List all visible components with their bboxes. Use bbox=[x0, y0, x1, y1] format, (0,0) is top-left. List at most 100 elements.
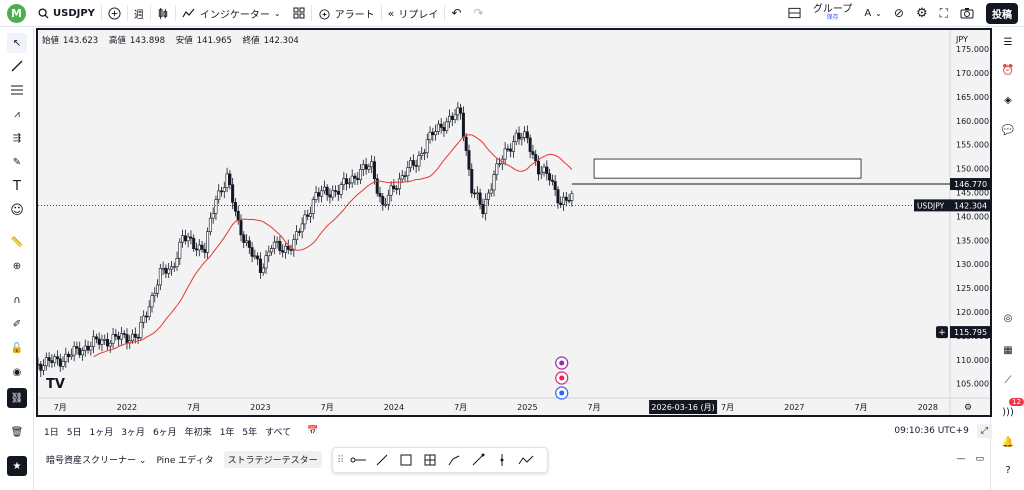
minimize-panel-icon[interactable]: — bbox=[956, 454, 966, 464]
target-button[interactable]: ◎ bbox=[998, 308, 1018, 328]
pine-button[interactable]: ⟋ bbox=[998, 370, 1018, 390]
candle-body bbox=[347, 182, 351, 185]
tab-pine-editor[interactable]: Pine エディタ bbox=[156, 455, 214, 466]
pattern-tool[interactable]: ⩘ bbox=[7, 104, 27, 124]
tab-crypto-screener[interactable]: 暗号資産スクリーナー ⌄ bbox=[46, 453, 146, 466]
text-tool[interactable]: T bbox=[7, 176, 27, 196]
drag-handle-icon[interactable]: ⠿ bbox=[337, 454, 345, 466]
zoom-tool[interactable]: ⊕ bbox=[7, 256, 27, 276]
layout-select-button[interactable] bbox=[782, 0, 807, 27]
alerts-button[interactable]: ⏰ bbox=[998, 60, 1018, 80]
snapshot-button[interactable] bbox=[954, 0, 980, 27]
favorites-tool[interactable]: ★ bbox=[7, 456, 27, 476]
candle-body bbox=[108, 342, 112, 347]
layers-button[interactable]: ◈ bbox=[998, 90, 1018, 110]
bottom-panel-tabs: 暗号資産スクリーナー ⌄ Pine エディタ ストラテジーテスター — ▭ bbox=[36, 446, 992, 472]
link-tool[interactable]: ⛓ bbox=[7, 388, 27, 408]
quick-search-button[interactable]: ⊘ bbox=[888, 0, 910, 27]
help-button[interactable]: ? bbox=[998, 460, 1018, 480]
candle-body bbox=[189, 236, 193, 239]
fib-tool[interactable] bbox=[7, 80, 27, 100]
brush-tool[interactable]: ✎ bbox=[7, 152, 27, 172]
candle-body bbox=[356, 177, 360, 181]
range-ytd[interactable]: 年初来 bbox=[184, 427, 212, 438]
fib-icon bbox=[11, 85, 23, 95]
indicators-button[interactable]: インジケーター ⌄ bbox=[176, 0, 287, 27]
range-3m[interactable]: 3ヶ月 bbox=[121, 427, 145, 438]
range-6m[interactable]: 6ヶ月 bbox=[152, 427, 177, 438]
fullscreen-button[interactable]: ⛶ bbox=[934, 0, 954, 27]
polyline-icon[interactable] bbox=[516, 450, 536, 470]
clock[interactable]: 09:10:36 UTC+9 bbox=[894, 426, 969, 436]
group-menu-button[interactable]: A ⌄ bbox=[858, 0, 888, 27]
rectangle-icon[interactable] bbox=[396, 450, 416, 470]
user-avatar[interactable]: M bbox=[7, 3, 26, 23]
price-tick-label: 130.000 bbox=[956, 260, 989, 269]
interval-button[interactable]: 週 bbox=[128, 0, 150, 27]
price-tick-label: 155.000 bbox=[956, 141, 989, 150]
publish-button[interactable]: 投稿 bbox=[986, 2, 1018, 24]
vertical-line-icon[interactable] bbox=[492, 450, 512, 470]
candle-body bbox=[245, 240, 249, 243]
layouts-button[interactable] bbox=[287, 0, 311, 27]
candle-body bbox=[311, 199, 315, 214]
grid-icon bbox=[293, 7, 305, 19]
trendline-tool[interactable] bbox=[7, 56, 27, 76]
chart-type-button[interactable] bbox=[151, 0, 175, 27]
moving-average-line bbox=[93, 134, 573, 358]
lock-tool[interactable]: 🔓 bbox=[7, 338, 27, 358]
candle-body bbox=[256, 255, 260, 260]
chat-button[interactable]: 💬 bbox=[998, 120, 1018, 140]
candle-body bbox=[111, 334, 115, 344]
group-save-button[interactable]: グループ 保存 bbox=[807, 0, 858, 27]
symbol-search[interactable]: USDJPY bbox=[32, 0, 101, 27]
remove-tool[interactable]: 🗑 bbox=[7, 422, 27, 442]
range-1y[interactable]: 1年 bbox=[219, 427, 235, 438]
candle-body bbox=[317, 192, 321, 197]
range-1d[interactable]: 1日 bbox=[44, 427, 59, 438]
undo-button[interactable]: ↶ bbox=[445, 0, 467, 27]
range-5d[interactable]: 5日 bbox=[66, 427, 82, 438]
trend-line-icon[interactable] bbox=[372, 450, 392, 470]
horizontal-ray-icon[interactable] bbox=[348, 450, 368, 470]
range-1m[interactable]: 1ヶ月 bbox=[89, 427, 114, 438]
emoji-tool[interactable]: ☺ bbox=[7, 200, 27, 220]
goto-date-icon[interactable]: 📅 bbox=[307, 426, 319, 436]
chart-pane[interactable]: 始値 143.623 高値 143.898 安値 141.965 終値 142.304 … bbox=[36, 28, 992, 417]
candle-body bbox=[183, 235, 187, 242]
candle-body bbox=[364, 164, 368, 170]
path-icon[interactable] bbox=[444, 450, 464, 470]
expand-icon[interactable]: ⤢ bbox=[976, 424, 992, 438]
candle-body bbox=[361, 164, 365, 170]
stream-button[interactable]: ))) 12 bbox=[998, 398, 1024, 422]
alert-button[interactable]: アラート bbox=[312, 0, 381, 27]
redo-button[interactable]: ↷ bbox=[467, 0, 489, 27]
calendar-button[interactable]: ▦ bbox=[998, 340, 1018, 360]
candle-body bbox=[253, 255, 257, 258]
cross-box-icon[interactable] bbox=[420, 450, 440, 470]
price-chart[interactable]: 175.000 170.000 165.000 160.000 155.000 150.0… bbox=[38, 30, 990, 415]
compare-button[interactable] bbox=[102, 0, 127, 27]
prediction-tool[interactable]: ⇶ bbox=[7, 128, 27, 148]
candle-body bbox=[169, 266, 173, 270]
maximize-panel-icon[interactable]: ▭ bbox=[975, 454, 984, 464]
settings-button[interactable]: ⚙ bbox=[910, 0, 934, 27]
tab-strategy-tester[interactable]: ストラテジーテスター bbox=[223, 450, 322, 468]
watchlist-button[interactable]: ☰ bbox=[998, 32, 1018, 52]
replay-button[interactable]: « リプレイ bbox=[382, 0, 445, 27]
price-tick-label: 165.000 bbox=[956, 93, 989, 102]
range-all[interactable]: すべて bbox=[265, 427, 292, 438]
range-5y[interactable]: 5年 bbox=[242, 427, 258, 438]
hide-tool[interactable]: ◉ bbox=[7, 362, 27, 382]
candle-body bbox=[406, 167, 410, 177]
candle-body bbox=[545, 166, 549, 174]
candle-body bbox=[534, 154, 538, 162]
a-icon: A bbox=[864, 7, 872, 19]
cursor-tool[interactable]: ↖ bbox=[7, 33, 27, 53]
arrow-line-icon[interactable] bbox=[468, 450, 488, 470]
magnet-tool[interactable]: ∩ bbox=[7, 290, 27, 310]
ruler-tool[interactable]: 📏 bbox=[7, 232, 27, 252]
indicators-icon bbox=[182, 8, 195, 18]
stay-drawing-tool[interactable]: ✐ bbox=[7, 314, 27, 334]
notifications-button[interactable]: 🔔 bbox=[998, 432, 1018, 452]
